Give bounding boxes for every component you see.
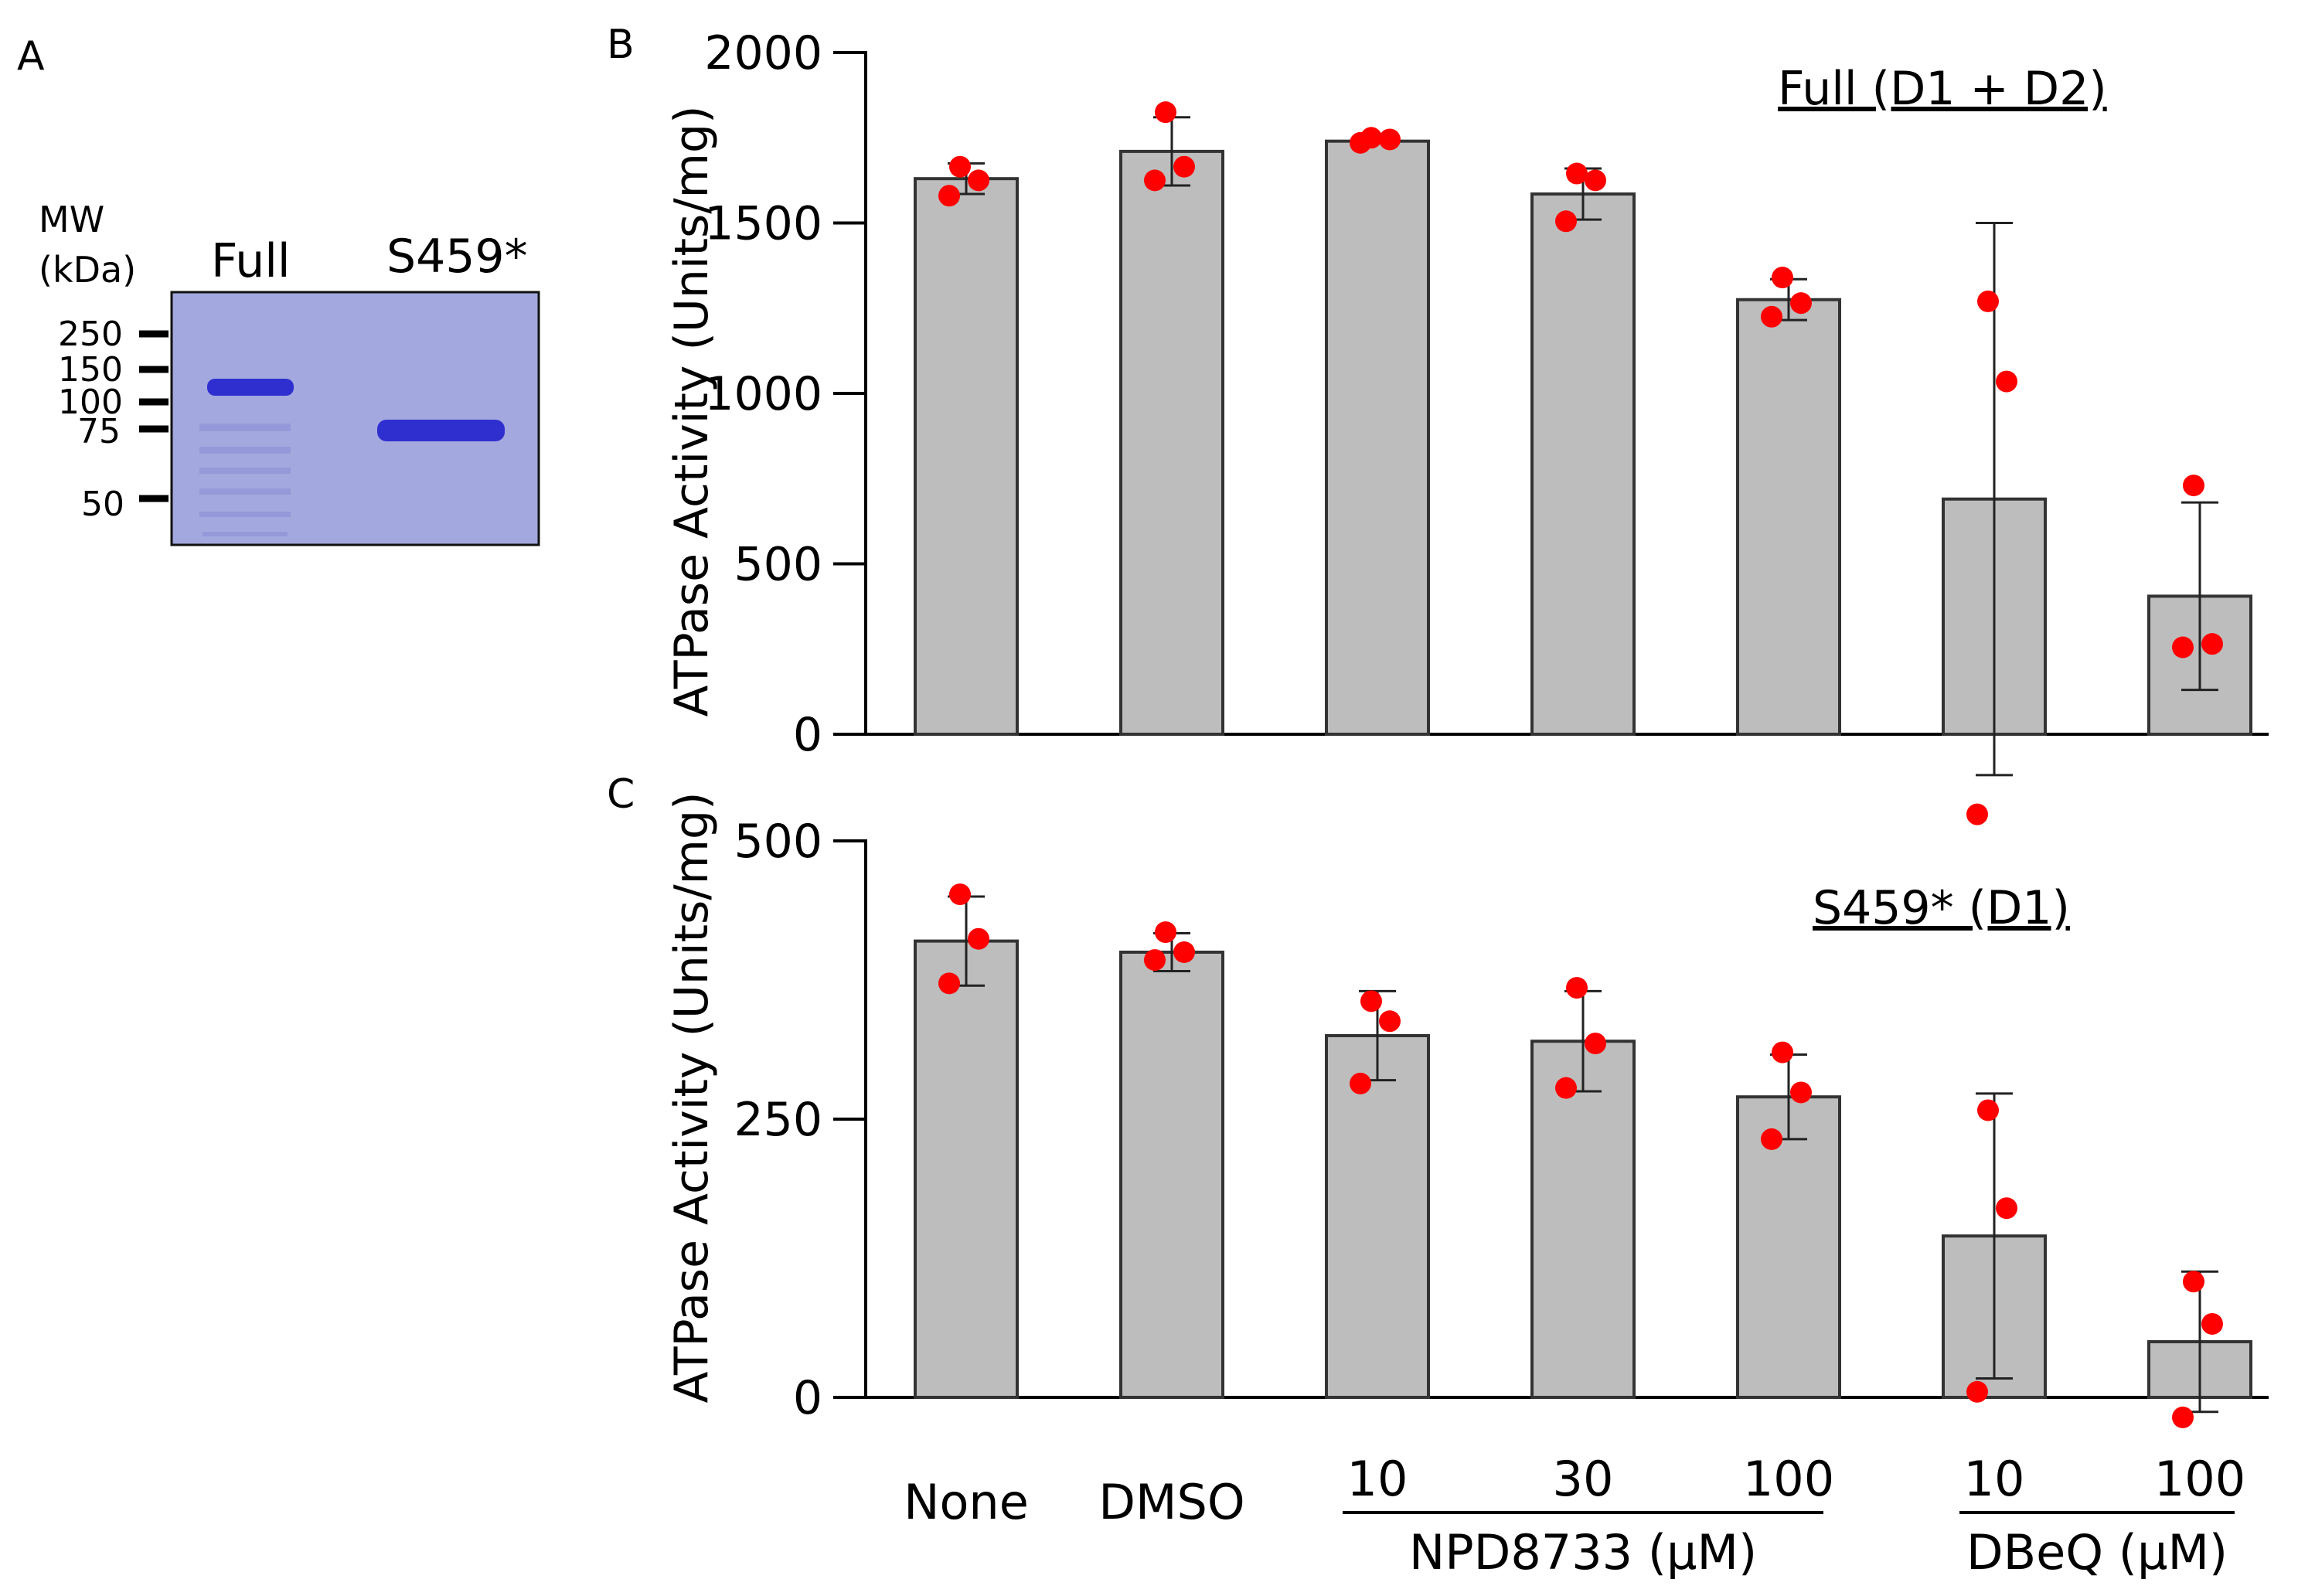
chart-c-bar <box>1119 951 1224 1399</box>
gel-mw-header: MW <box>39 199 104 240</box>
chart-b-data-point <box>1790 292 1812 315</box>
chart-b-bar <box>1325 139 1430 737</box>
gel-markers: 250 150 100 75 50 <box>58 315 169 524</box>
chart-b-data-point <box>2183 475 2204 497</box>
chart-b-data-point <box>1966 803 1988 825</box>
chart-b-data-point <box>1996 370 2017 393</box>
x-category-label: 100 <box>2154 1451 2245 1507</box>
chart-c-data-point <box>1772 1041 1793 1063</box>
chart-b-data-point <box>1761 305 1782 328</box>
gel-image <box>170 291 540 546</box>
panel-letter-c: C <box>607 771 635 818</box>
chart-c-data-point <box>968 927 989 950</box>
chart-c-ylabel: ATPase Activity (Units/mg) <box>665 792 719 1404</box>
x-group-labels: NPD8733 (µM) DBeQ (µM) <box>1343 1511 2235 1581</box>
chart-b-data-point <box>938 185 960 207</box>
chart-b-data-point <box>2201 633 2223 655</box>
x-group-label: NPD8733 (µM) <box>1409 1524 1757 1581</box>
chart-c-data-point <box>1155 921 1176 944</box>
chart-b-y-tick-label: 2000 <box>704 26 822 80</box>
chart-c-bar <box>914 939 1019 1399</box>
chart-c-data-point <box>1996 1197 2017 1220</box>
chart-c-bar <box>1736 1095 1841 1399</box>
x-category-labels: None DMSO 10 30 100 10 100 <box>904 1451 2245 1530</box>
gel-ladder-lane <box>199 424 291 536</box>
x-category-label: 10 <box>1964 1451 2025 1507</box>
gel-band-full <box>207 379 294 396</box>
chart-c-data-point <box>2183 1271 2204 1293</box>
chart-b-data-point <box>1144 169 1166 192</box>
gel-band-s459 <box>377 420 505 441</box>
chart-b-y-tick-label: 0 <box>793 708 822 762</box>
chart-c-data-point <box>938 972 960 995</box>
chart-panel-c: ATPase Activity (Units/mg) S459* (D1) 0 2… <box>665 792 2269 1428</box>
x-category-label: 30 <box>1553 1451 1614 1507</box>
chart-b-data-point <box>1585 169 1606 192</box>
chart-b-inset-label: Full (D1 + D2) <box>1778 62 2107 116</box>
chart-b-data-point <box>1173 155 1195 178</box>
chart-c-data-point <box>1566 977 1588 999</box>
chart-b-bar <box>1736 298 1841 737</box>
chart-c-bar <box>1325 1034 1430 1399</box>
chart-b-data-point <box>1155 101 1176 124</box>
chart-c-data-point <box>1585 1033 1606 1055</box>
chart-b-y-tick-label: 500 <box>734 538 822 592</box>
chart-b-ylabel: ATPase Activity (Units/mg) <box>665 106 719 717</box>
gel-marker-100: 100 <box>58 383 123 422</box>
gel-marker-250: 250 <box>58 315 123 354</box>
x-category-label: DMSO <box>1098 1474 1244 1530</box>
chart-c-data-point <box>1761 1128 1782 1150</box>
chart-b-data-point <box>949 155 971 178</box>
chart-b-y-tick-label: 1000 <box>704 367 822 421</box>
x-group-label: DBeQ (µM) <box>1966 1524 2228 1581</box>
gel-panel: MW (kDa) Full S459* 250 150 100 75 50 <box>39 199 540 546</box>
gel-marker-150: 150 <box>58 350 123 390</box>
chart-b-bar <box>1530 192 1636 736</box>
chart-b-data-point <box>1555 210 1577 233</box>
chart-b-data-point <box>1566 162 1588 185</box>
chart-b-data-point <box>2172 636 2194 658</box>
x-category-label: 10 <box>1347 1451 1408 1507</box>
gel-marker-50: 50 <box>81 485 124 524</box>
chart-b-y-tick-label: 1500 <box>704 197 822 251</box>
gel-kda-header: (kDa) <box>39 249 136 291</box>
x-category-label: None <box>904 1474 1029 1530</box>
chart-c-data-point <box>1790 1081 1812 1104</box>
chart-b-data-point <box>1379 128 1401 151</box>
chart-b-bar <box>1119 149 1224 736</box>
gel-lane-label-full: Full <box>211 234 291 288</box>
chart-c-data-point <box>2201 1312 2223 1335</box>
x-category-label: 100 <box>1743 1451 1834 1507</box>
chart-c-data-point <box>1555 1077 1577 1099</box>
chart-panel-b: ATPase Activity (Units/mg) Full (D1 + D2… <box>665 26 2269 825</box>
chart-c-data-point <box>1977 1099 1999 1121</box>
chart-c-data-point <box>2172 1406 2194 1428</box>
gel-marker-75: 75 <box>77 412 121 451</box>
chart-c-data-point <box>1144 949 1166 972</box>
chart-b-data-point <box>1772 267 1793 289</box>
chart-c-data-point <box>949 883 971 906</box>
chart-b-data-point <box>1977 290 1999 312</box>
chart-c-inset-label: S459* (D1) <box>1813 881 2070 935</box>
chart-c-y-tick-label: 0 <box>793 1371 822 1425</box>
chart-b-bar <box>914 177 1019 737</box>
panel-letter-b: B <box>607 22 635 68</box>
chart-c-data-point <box>1360 990 1382 1012</box>
chart-b-data-point <box>968 169 989 192</box>
chart-c-data-point <box>1379 1010 1401 1033</box>
chart-b-data-point <box>1350 131 1371 154</box>
chart-c-data-point <box>1173 941 1195 963</box>
chart-c-data-point <box>1966 1380 1988 1403</box>
chart-c-bar <box>1530 1040 1636 1399</box>
panel-letter-a: A <box>17 33 45 80</box>
chart-c-y-tick-label: 500 <box>734 815 822 869</box>
gel-lane-label-s459: S459* <box>386 230 528 284</box>
chart-c-data-point <box>1350 1072 1371 1094</box>
chart-c-y-tick-label: 250 <box>734 1093 822 1147</box>
